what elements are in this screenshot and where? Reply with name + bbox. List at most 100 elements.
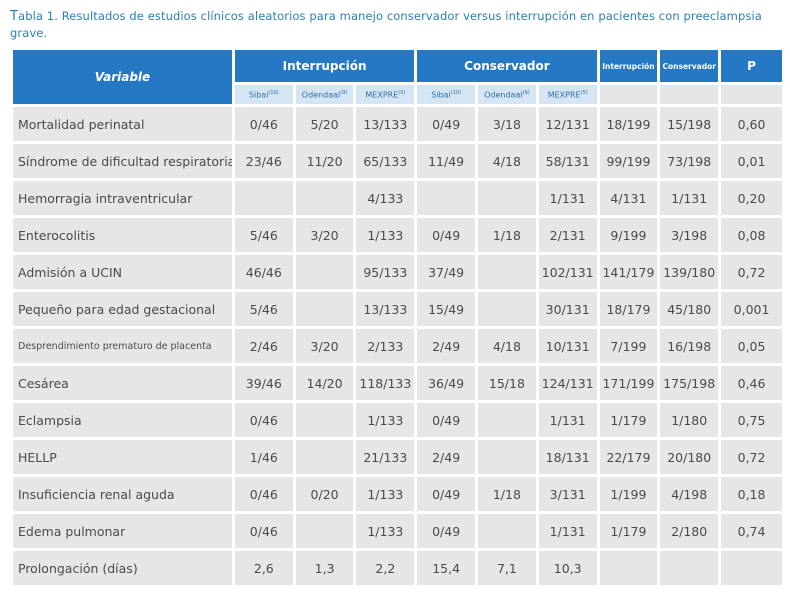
table-cell: 15/18 — [478, 366, 536, 400]
table-cell — [295, 181, 354, 215]
table-cell: 15/49 — [417, 292, 476, 326]
table-cell: 1/18 — [478, 477, 536, 511]
header-interrupcion: Interrupción — [234, 50, 415, 82]
table-cell: 118/133 — [356, 366, 415, 400]
table-cell: 0/49 — [417, 107, 476, 141]
table-cell: 2/46 — [234, 329, 293, 363]
table-cell: 0/46 — [234, 107, 293, 141]
row-label: Cesárea — [13, 366, 232, 400]
table-cell: 39/46 — [234, 366, 293, 400]
table-cell: 0,46 — [721, 366, 782, 400]
table-cell — [295, 440, 354, 474]
table-cell: 124/131 — [538, 366, 597, 400]
table-row: Insuficiencia renal aguda 0/46 0/20 1/133 0/… — [13, 477, 782, 511]
table-cell: 0,18 — [721, 477, 782, 511]
row-label: Edema pulmonar — [13, 514, 232, 548]
table-cell: 2/131 — [538, 218, 597, 252]
row-label: Enterocolitis — [13, 218, 232, 252]
header-variable: Variable — [13, 50, 232, 104]
study-reference: (5) — [398, 89, 406, 96]
study-reference: (9) — [522, 89, 530, 96]
table-cell: 0,08 — [721, 218, 782, 252]
table-cell: 7,1 — [478, 551, 536, 585]
table-cell: 18/179 — [599, 292, 658, 326]
table-row: Hemorragia intraventricular 4/133 1/131 4/1… — [13, 181, 782, 215]
table-cell — [295, 514, 354, 548]
table-cell: 5/20 — [295, 107, 354, 141]
table-cell: 20/180 — [660, 440, 719, 474]
table-cell: 1/131 — [538, 514, 597, 548]
table-cell: 12/131 — [538, 107, 597, 141]
header-row: Variable Interrupción Conservador Interr… — [13, 50, 782, 104]
table-cell — [417, 181, 476, 215]
table-cell: 0,001 — [721, 292, 782, 326]
table-cell: 4/18 — [478, 144, 536, 178]
table-cell: 18/131 — [538, 440, 597, 474]
table-row: Admisión a UCIN 46/46 95/133 37/49 102/131 14… — [13, 255, 782, 289]
table-cell: 22/179 — [599, 440, 658, 474]
table-cell: 0/49 — [417, 403, 476, 437]
table-cell: 0,20 — [721, 181, 782, 215]
caption-initial: T — [10, 9, 19, 24]
table-cell: 0/46 — [234, 403, 293, 437]
study-reference: (5) — [580, 89, 588, 96]
table-cell: 0,05 — [721, 329, 782, 363]
table-cell: 15,4 — [417, 551, 476, 585]
table-cell: 175/198 — [660, 366, 719, 400]
caption-text: abla 1. Resultados de estudios clínicos … — [10, 9, 762, 40]
table-body: Mortalidad perinatal 0/46 5/20 13/133 0/49 3/… — [13, 107, 782, 585]
row-label: Admisión a UCIN — [13, 255, 232, 289]
table-cell — [478, 514, 536, 548]
table-cell: 1/133 — [356, 403, 415, 437]
row-label: Mortalidad perinatal — [13, 107, 232, 141]
study-reference: (9) — [340, 89, 348, 96]
row-label: Hemorragia intraventricular — [13, 181, 232, 215]
study-header: MEXPRE(5) — [356, 85, 415, 104]
study-name: MEXPRE — [547, 90, 581, 100]
table-cell: 4/131 — [599, 181, 658, 215]
study-name: Sibai — [248, 90, 269, 100]
table-cell: 1/18 — [478, 218, 536, 252]
empty-subheader — [599, 85, 658, 104]
empty-subheader — [721, 85, 782, 104]
table-cell: 0,75 — [721, 403, 782, 437]
table-cell — [478, 440, 536, 474]
table-cell — [721, 551, 782, 585]
table-cell: 141/179 — [599, 255, 658, 289]
table-row: Desprendimiento prematuro de placenta 2/4… — [13, 329, 782, 363]
table-cell: 139/180 — [660, 255, 719, 289]
header-conservador-total: Conservador — [660, 50, 719, 82]
table-cell: 1,3 — [295, 551, 354, 585]
study-header: Odendaal(9) — [478, 85, 536, 104]
table-cell: 0/49 — [417, 477, 476, 511]
table-cell: 2,2 — [356, 551, 415, 585]
table-row: Prolongación (días) 2,6 1,3 2,2 15,4 7,1 10,3 — [13, 551, 782, 585]
table-cell: 0/20 — [295, 477, 354, 511]
table-cell: 5/46 — [234, 218, 293, 252]
table-cell: 102/131 — [538, 255, 597, 289]
table-cell: 13/133 — [356, 107, 415, 141]
header-interrupcion-total: Interrupción — [599, 50, 658, 82]
empty-subheader — [660, 85, 719, 104]
table-cell: 2,6 — [234, 551, 293, 585]
table-cell: 4/133 — [356, 181, 415, 215]
table-caption: Tabla 1. Resultados de estudios clínicos… — [10, 8, 770, 42]
table-cell: 5/46 — [234, 292, 293, 326]
table-cell: 0/49 — [417, 218, 476, 252]
row-label: Desprendimiento prematuro de placenta — [13, 329, 232, 363]
table-cell: 1/199 — [599, 477, 658, 511]
table-cell: 1/133 — [356, 514, 415, 548]
table-cell: 15/198 — [660, 107, 719, 141]
table-cell: 4/198 — [660, 477, 719, 511]
table-cell: 2/133 — [356, 329, 415, 363]
table-cell: 1/133 — [356, 477, 415, 511]
table-cell: 73/198 — [660, 144, 719, 178]
table-cell: 13/133 — [356, 292, 415, 326]
table-cell: 0/46 — [234, 514, 293, 548]
table-row: Pequeño para edad gestacional 5/46 13/133 1… — [13, 292, 782, 326]
table-cell — [599, 551, 658, 585]
row-label: Síndrome de dificultad respiratoria — [13, 144, 232, 178]
table-cell: 0,01 — [721, 144, 782, 178]
table-cell — [660, 551, 719, 585]
row-label: Insuficiencia renal aguda — [13, 477, 232, 511]
